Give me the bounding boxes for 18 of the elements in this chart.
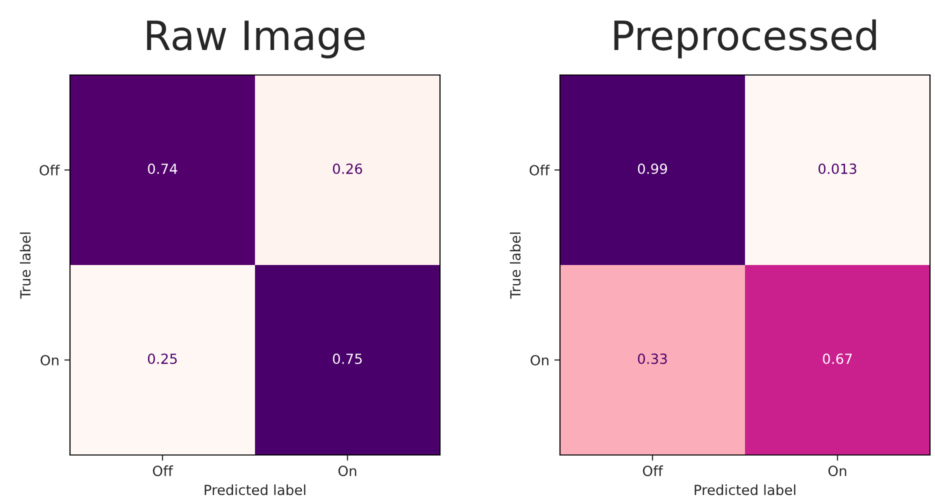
data-label: 0.67 (822, 354, 852, 364)
x-axis-title: Predicted label (694, 484, 796, 496)
x-tick-label: Off (642, 465, 664, 476)
x-tick-label: On (338, 466, 356, 476)
y-axis-title: True label (20, 232, 31, 299)
data-label: 0.99 (638, 164, 667, 174)
data-label: 0.74 (148, 164, 178, 174)
data-label: 0.013 (818, 164, 856, 174)
y-axis-title: True label (510, 232, 521, 299)
data-label: 0.75 (332, 354, 362, 364)
data-label: 0.33 (638, 354, 667, 364)
chart-title: Preprocessed (614, 19, 876, 58)
x-tick-label: Off (152, 465, 174, 476)
chart-title: Raw Image (147, 20, 365, 58)
x-axis-title: Predicted label (204, 484, 306, 496)
data-label: 0.26 (332, 164, 362, 174)
data-label: 0.25 (148, 354, 177, 364)
x-tick-label: On (828, 466, 846, 476)
